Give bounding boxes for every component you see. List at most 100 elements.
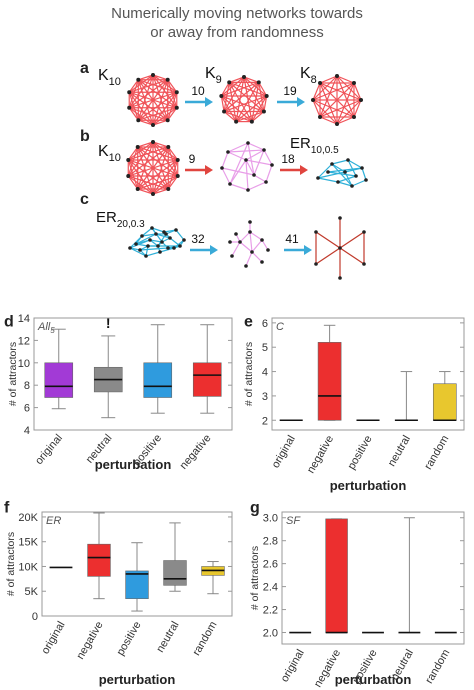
network-edge bbox=[239, 241, 253, 253]
network-edge bbox=[128, 175, 169, 190]
network-edge bbox=[227, 142, 249, 153]
network-edge bbox=[249, 231, 263, 241]
network-edge bbox=[127, 159, 169, 190]
network-edge bbox=[351, 179, 367, 187]
network-node bbox=[362, 230, 366, 234]
network-edge bbox=[220, 95, 225, 112]
network-edge bbox=[258, 82, 265, 112]
network-node bbox=[220, 166, 224, 170]
network-node bbox=[172, 246, 176, 250]
y-tick-label: 4 bbox=[24, 425, 30, 437]
network-edge bbox=[353, 82, 362, 101]
box-negative: negative bbox=[305, 324, 342, 476]
network-edge bbox=[128, 92, 139, 121]
network-edge bbox=[235, 110, 265, 123]
network-edge bbox=[129, 247, 147, 257]
label-b1: K10 bbox=[98, 143, 121, 164]
box-negative: negative bbox=[312, 518, 348, 690]
network-edge bbox=[129, 239, 151, 249]
subset-tag: C bbox=[276, 321, 284, 333]
network-edge bbox=[247, 181, 267, 191]
network-node bbox=[175, 174, 180, 179]
network-node bbox=[182, 238, 186, 242]
network-edge bbox=[223, 111, 237, 123]
network-star bbox=[314, 216, 366, 280]
network-edge bbox=[152, 188, 169, 195]
network-edge bbox=[167, 79, 178, 93]
arrow-c2-label: 41 bbox=[285, 232, 299, 246]
x-axis-label: perturbation bbox=[99, 672, 176, 687]
network-edge bbox=[327, 167, 363, 173]
plot-frame bbox=[33, 317, 233, 431]
box-random: random bbox=[191, 561, 225, 658]
arrow-a1-label: 10 bbox=[191, 84, 205, 98]
network-node bbox=[178, 244, 182, 248]
network-edge bbox=[228, 82, 237, 122]
network-node bbox=[164, 232, 168, 236]
box-random: random bbox=[423, 631, 457, 686]
network-node bbox=[314, 230, 318, 234]
network-edge bbox=[152, 159, 179, 195]
network-node bbox=[343, 170, 347, 174]
y-tick-label: 3.0 bbox=[263, 513, 278, 525]
boxplot-panel-g: g SF 2.0 2.2 2.4 2.6 2.8 3.0 # of attractors pert… bbox=[249, 499, 465, 690]
network-diagrams: a b c K10 K9 K8 K10 ER10,0.5 ER20,0.3 10… bbox=[80, 60, 368, 280]
network-edge bbox=[319, 116, 338, 125]
network-edge bbox=[312, 82, 321, 101]
network-edge bbox=[152, 91, 178, 126]
network-edge bbox=[159, 247, 175, 253]
network-node bbox=[144, 254, 148, 258]
network-er20 bbox=[128, 226, 186, 258]
network-edge bbox=[317, 163, 333, 179]
network-edge bbox=[152, 74, 168, 81]
box-body bbox=[125, 570, 149, 599]
y-tick-label: 12 bbox=[18, 335, 30, 347]
network-edge bbox=[127, 159, 154, 195]
network-edge bbox=[152, 141, 169, 148]
network-edge bbox=[167, 107, 178, 121]
y-tick-label: 15K bbox=[18, 537, 38, 549]
network-edge bbox=[141, 233, 157, 237]
network-node bbox=[246, 141, 250, 145]
network-node bbox=[154, 232, 158, 236]
network-edge bbox=[129, 107, 168, 121]
network-node bbox=[262, 148, 266, 152]
network-edge bbox=[138, 107, 177, 121]
network-node bbox=[338, 276, 342, 280]
arrow-head bbox=[297, 97, 305, 107]
network-node bbox=[250, 250, 254, 254]
network-edge bbox=[128, 146, 169, 161]
network-edge bbox=[249, 231, 253, 253]
network-node bbox=[174, 105, 179, 110]
network-node bbox=[136, 118, 141, 123]
network-edge bbox=[137, 79, 169, 121]
network-edge bbox=[263, 149, 273, 166]
x-axis-label: perturbation bbox=[335, 672, 412, 687]
network-node bbox=[151, 140, 155, 144]
y-tick-label: 2.0 bbox=[263, 628, 278, 640]
network-edge bbox=[137, 79, 154, 126]
network-edge bbox=[152, 119, 168, 126]
y-tick-label: 20K bbox=[18, 512, 38, 524]
network-node bbox=[140, 234, 144, 238]
network-node bbox=[248, 220, 252, 224]
x-tick-label: neutral bbox=[386, 434, 413, 469]
x-tick-label: random bbox=[191, 620, 220, 658]
label-c1: ER20,0.3 bbox=[96, 209, 145, 230]
network-node bbox=[165, 77, 170, 82]
network-edge bbox=[245, 159, 255, 176]
network-edge bbox=[127, 141, 154, 177]
network-edge bbox=[235, 76, 245, 122]
network-node bbox=[148, 238, 152, 242]
network-node bbox=[136, 77, 141, 82]
panel-label: e bbox=[244, 313, 253, 330]
network-edge bbox=[141, 227, 153, 237]
network-edge bbox=[229, 76, 245, 83]
network-edge bbox=[315, 231, 341, 249]
network-edge bbox=[137, 146, 169, 190]
network-edge bbox=[137, 146, 179, 177]
network-edge bbox=[336, 75, 355, 84]
network-edge bbox=[336, 116, 355, 125]
x-tick-label: neutral bbox=[154, 620, 181, 655]
y-tick-label: 6 bbox=[262, 318, 268, 330]
